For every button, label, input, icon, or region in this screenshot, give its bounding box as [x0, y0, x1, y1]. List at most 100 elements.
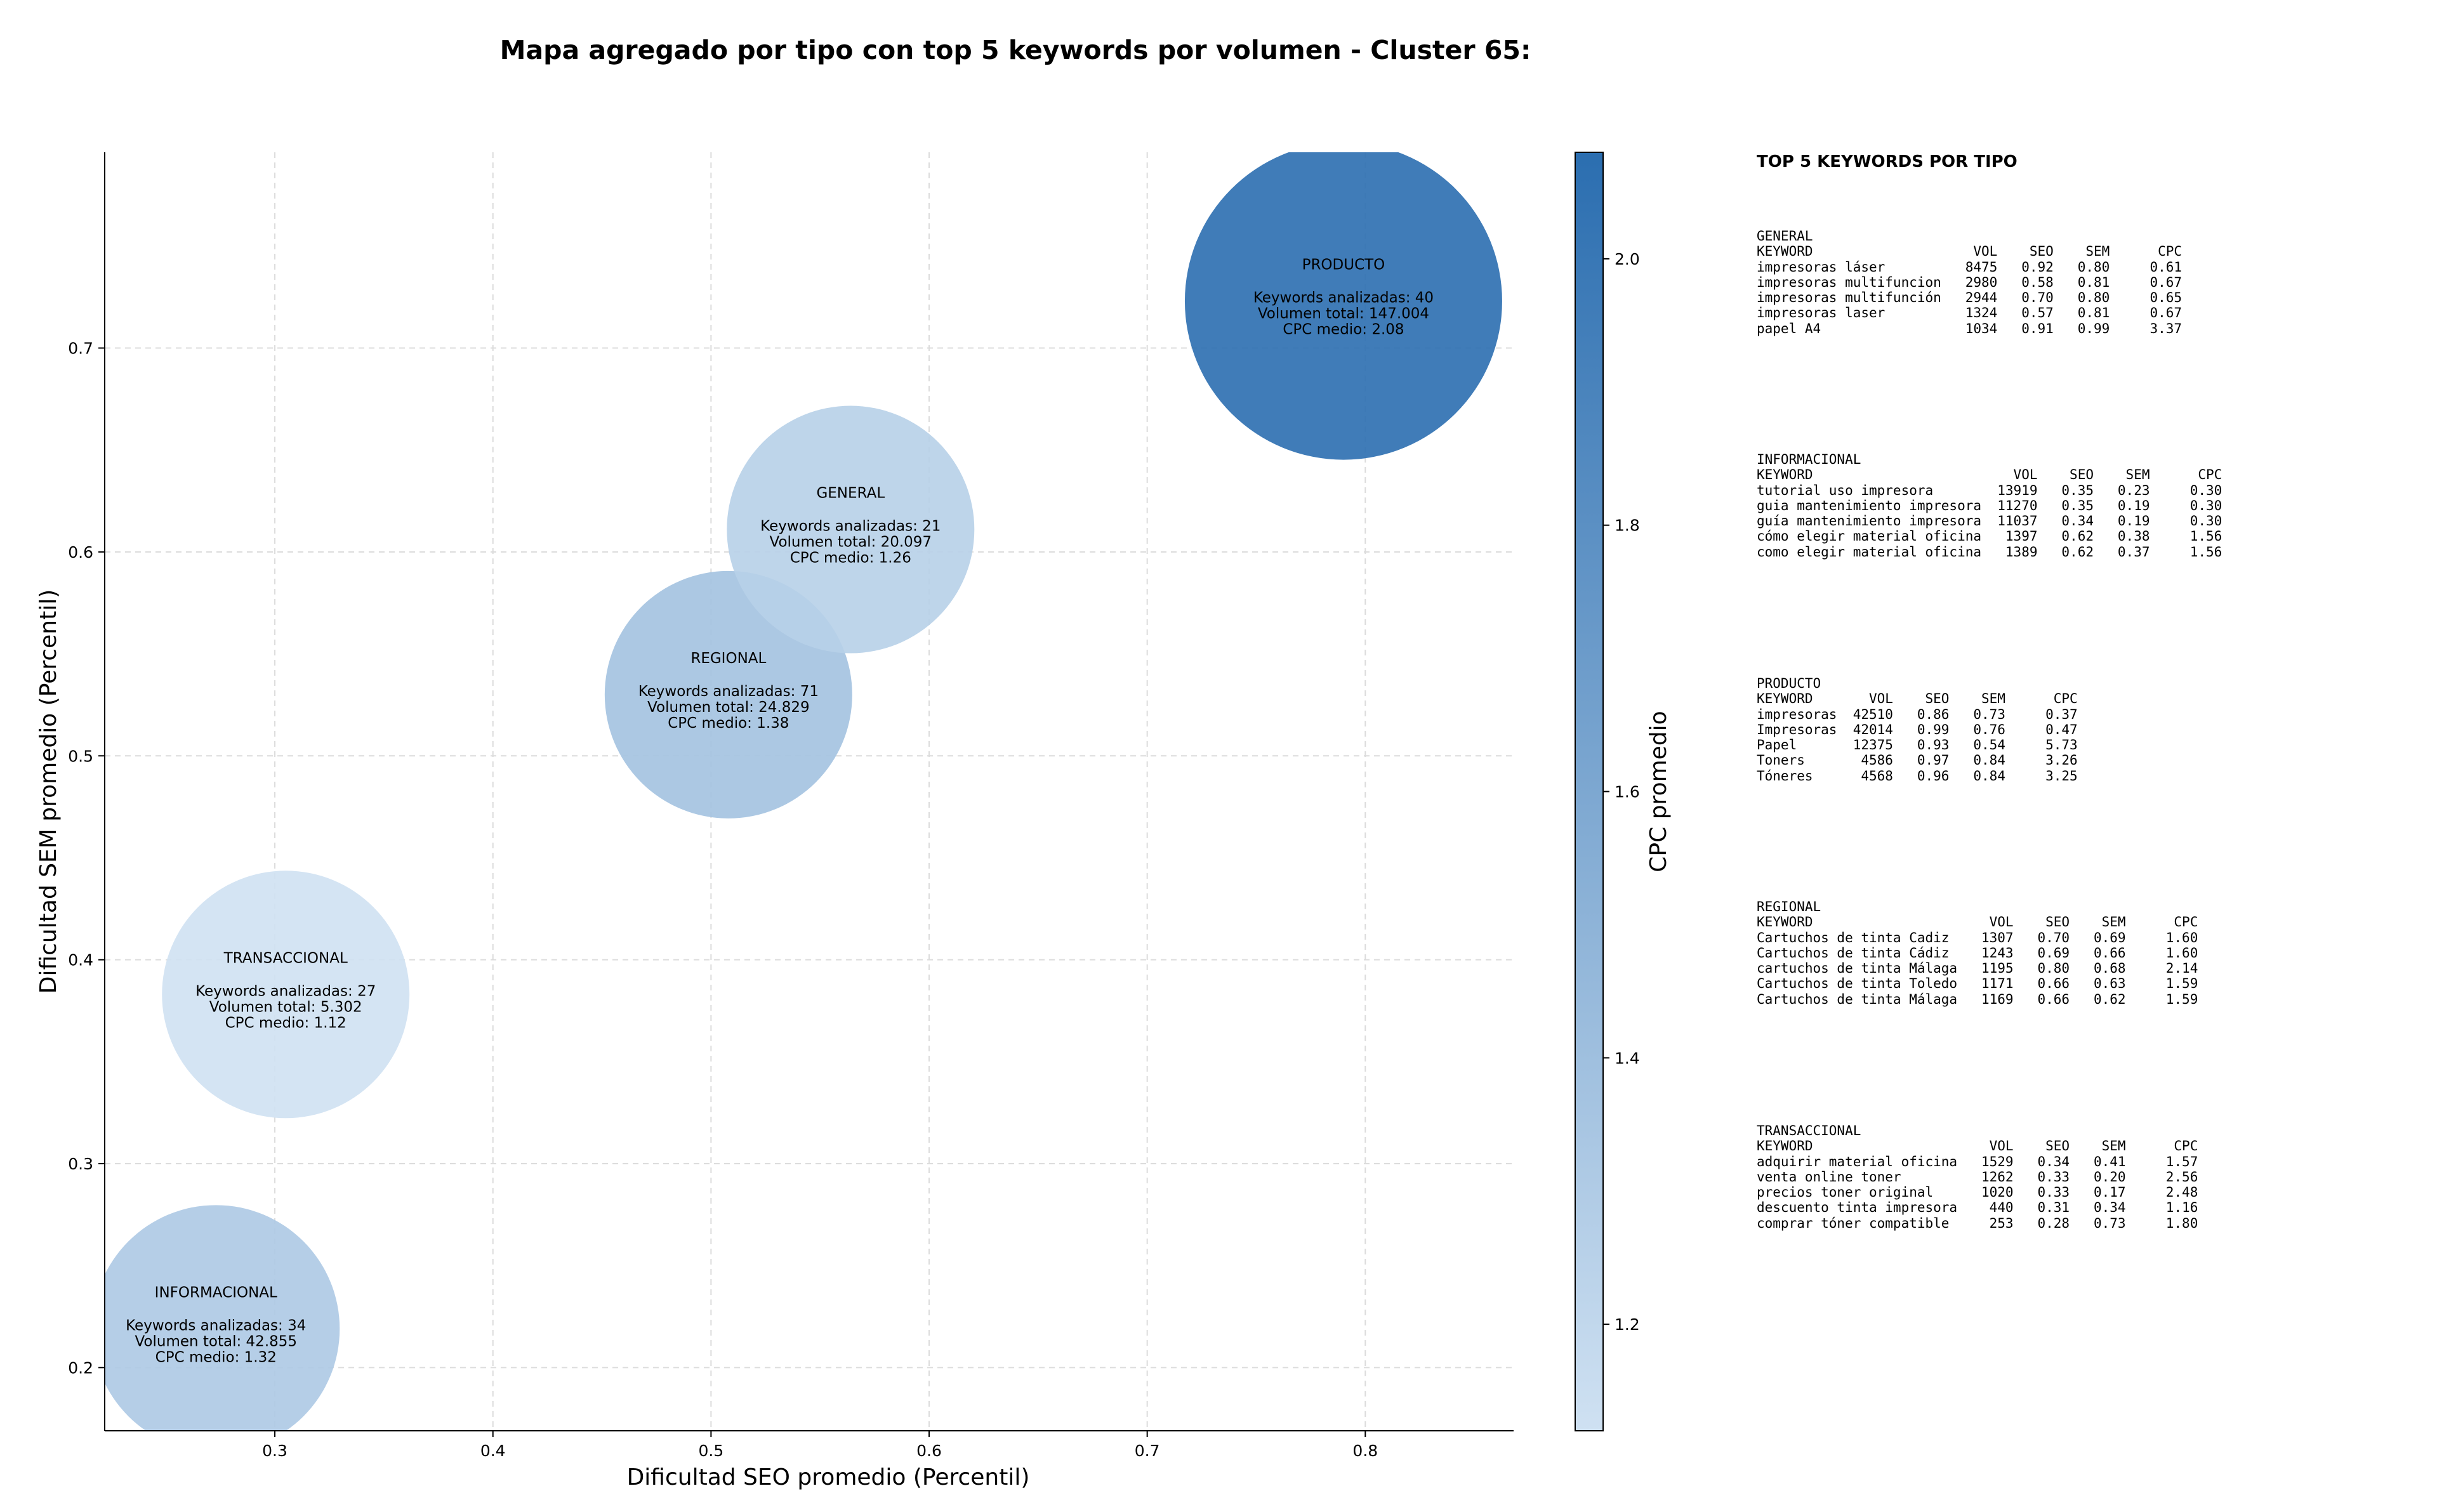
value-cell: 0.93 — [1917, 737, 1950, 753]
value-cell: 0.73 — [1973, 706, 2005, 722]
keyword-cell: Papel — [1757, 737, 1797, 753]
value-cell: 0.62 — [2061, 544, 2094, 560]
value-cell: 13919 — [1997, 482, 2038, 498]
value-cell: 11270 — [1997, 497, 2038, 513]
bubble-label-name: PRODUCTO — [1302, 257, 1385, 273]
value-cell: 0.80 — [2037, 961, 2070, 976]
keyword-table-row: adquirir material oficina 1529 0.34 0.41 1.5… — [1757, 1154, 2198, 1169]
value-cell: 3.26 — [2045, 753, 2078, 768]
value-cell: 1324 — [1965, 305, 1998, 321]
value-cell: 0.68 — [2093, 961, 2126, 976]
value-cell: 0.58 — [2021, 274, 2054, 290]
value-cell: 0.37 — [2117, 544, 2150, 560]
value-cell: 1195 — [1981, 961, 2014, 976]
keyword-table-informacional: INFORMACIONAL KEYWORD VOL SEO SEM CPC tutorial… — [1757, 452, 2222, 560]
y-tick-label: 0.7 — [68, 339, 93, 358]
value-cell: 0.84 — [1973, 768, 2005, 784]
value-cell: 0.34 — [2061, 513, 2094, 529]
value-cell: VOL — [1868, 691, 1893, 707]
value-cell: 0.70 — [2021, 290, 2054, 306]
bubble-label-cpc: CPC medio: 1.26 — [790, 550, 911, 567]
side-panel-heading: TOP 5 KEYWORDS POR TIPO — [1757, 152, 2018, 171]
value-cell: 1.56 — [2189, 544, 2222, 560]
x-tick-label: 0.5 — [698, 1442, 723, 1460]
value-cell: 0.92 — [2021, 259, 2054, 275]
keyword-cell: Cartuchos de tinta Cádiz — [1757, 945, 1950, 961]
value-cell: 1.16 — [2165, 1200, 2198, 1216]
value-cell: 0.99 — [2077, 320, 2110, 336]
keyword-cell: Tóneres — [1757, 768, 1813, 784]
keyword-table-row: impresoras multifunción 2944 0.70 0.80 0.65 — [1757, 290, 2182, 305]
x-tick-label: 0.8 — [1352, 1442, 1378, 1460]
keyword-table-row: impresoras láser 8475 0.92 0.80 0.61 — [1757, 260, 2182, 275]
value-cell: 42510 — [1853, 706, 1893, 722]
value-cell: 0.81 — [2077, 305, 2110, 321]
bubble-label-volume: Volumen total: 5.302 — [209, 999, 362, 1015]
value-cell: 0.69 — [2093, 930, 2126, 945]
value-cell: 0.23 — [2117, 482, 2150, 498]
keyword-cell: KEYWORD — [1757, 1138, 1813, 1154]
x-tick-label: 0.4 — [480, 1442, 506, 1460]
keyword-cell: comprar tóner compatible — [1757, 1215, 1950, 1231]
value-cell: 0.84 — [1973, 753, 2005, 768]
axes: 0.3 0.4 0.5 0.6 0.7 0.8 0.2 0.3 0.4 0.5 0.6 0.7 Difi… — [36, 152, 1514, 1490]
keyword-cell: cartuchos de tinta Málaga — [1757, 961, 1958, 976]
keyword-cell: KEYWORD — [1757, 914, 1813, 930]
keyword-cell: adquirir material oficina — [1757, 1154, 1958, 1169]
value-cell: 0.70 — [2037, 930, 2070, 945]
value-cell: 0.63 — [2093, 976, 2126, 992]
value-cell: 2944 — [1965, 290, 1998, 306]
keyword-table-row: Papel 12375 0.93 0.54 5.73 — [1757, 737, 2078, 753]
keyword-table-row: impresoras multifuncion 2980 0.58 0.81 0.67 — [1757, 275, 2182, 290]
keyword-table-row: guia mantenimiento impresora 11270 0.35 0.1… — [1757, 498, 2222, 513]
y-tick-label: 0.6 — [68, 543, 93, 562]
value-cell: 4568 — [1861, 768, 1893, 784]
keyword-cell: impresoras multifunción — [1757, 290, 1941, 306]
value-cell: 1169 — [1981, 991, 2014, 1007]
bubble-label-volume: Volumen total: 147.004 — [1258, 306, 1429, 322]
value-cell: 0.41 — [2093, 1154, 2126, 1169]
value-cell: SEM — [2101, 1138, 2126, 1154]
value-cell: VOL — [1989, 914, 2014, 930]
value-cell: 0.30 — [2189, 513, 2222, 529]
value-cell: 0.67 — [2150, 274, 2183, 290]
keyword-table-row: Cartuchos de tinta Toledo 1171 0.66 0.63 1.5… — [1757, 976, 2198, 991]
keyword-cell: KEYWORD — [1757, 244, 1813, 260]
value-cell: SEM — [1981, 691, 2005, 707]
keyword-table-row: Cartuchos de tinta Cadiz 1307 0.70 0.69 1.60 — [1757, 930, 2198, 945]
colorbar-tick-label: 1.2 — [1615, 1315, 1640, 1334]
keyword-table-row: Tóneres 4568 0.96 0.84 3.25 — [1757, 768, 2078, 784]
keyword-cell: KEYWORD — [1757, 467, 1813, 483]
value-cell: 8475 — [1965, 259, 1998, 275]
keyword-table-general: GENERAL KEYWORD VOL SEO SEM CPC impresoras lás… — [1757, 228, 2182, 336]
keyword-table-row: venta online toner 1262 0.33 0.20 2.56 — [1757, 1169, 2198, 1185]
value-cell: SEO — [2029, 244, 2054, 260]
value-cell: VOL — [1989, 1138, 2014, 1154]
chart-title: Mapa agregado por tipo con top 5 keyword… — [499, 35, 1531, 65]
value-cell: 1.59 — [2165, 991, 2198, 1007]
value-cell: 1389 — [2005, 544, 2038, 560]
value-cell: CPC — [2158, 244, 2183, 260]
keyword-cell: Cartuchos de tinta Cadiz — [1757, 930, 1950, 945]
keyword-table-row: impresoras 42510 0.86 0.73 0.37 — [1757, 707, 2078, 722]
value-cell: 3.25 — [2045, 768, 2078, 784]
value-cell: 1.56 — [2189, 529, 2222, 544]
bubble-label-volume: Volumen total: 20.097 — [770, 534, 932, 551]
value-cell: 0.57 — [2021, 305, 2054, 321]
bubble-label-volume: Volumen total: 42.855 — [135, 1333, 297, 1350]
value-cell: CPC — [2174, 1138, 2198, 1154]
bubble-label-cpc: CPC medio: 1.38 — [668, 715, 789, 732]
value-cell: 0.69 — [2037, 945, 2070, 961]
value-cell: 0.81 — [2077, 274, 2110, 290]
value-cell: 2.14 — [2165, 961, 2198, 976]
keyword-table-row: Cartuchos de tinta Cádiz 1243 0.69 0.66 1.60 — [1757, 945, 2198, 961]
colorbar: 1.2 1.4 1.6 1.8 2.0 CPC promedio — [1575, 152, 1672, 1431]
value-cell: VOL — [1973, 244, 1998, 260]
value-cell: 0.73 — [2093, 1215, 2126, 1231]
colorbar-tick-label: 2.0 — [1615, 250, 1640, 268]
keyword-table-title: PRODUCTO — [1757, 676, 1821, 691]
keyword-cell: descuento tinta impresora — [1757, 1200, 1958, 1216]
keyword-table-row: guía mantenimiento impresora 11037 0.34 0.1… — [1757, 513, 2222, 529]
value-cell: 11037 — [1997, 513, 2038, 529]
